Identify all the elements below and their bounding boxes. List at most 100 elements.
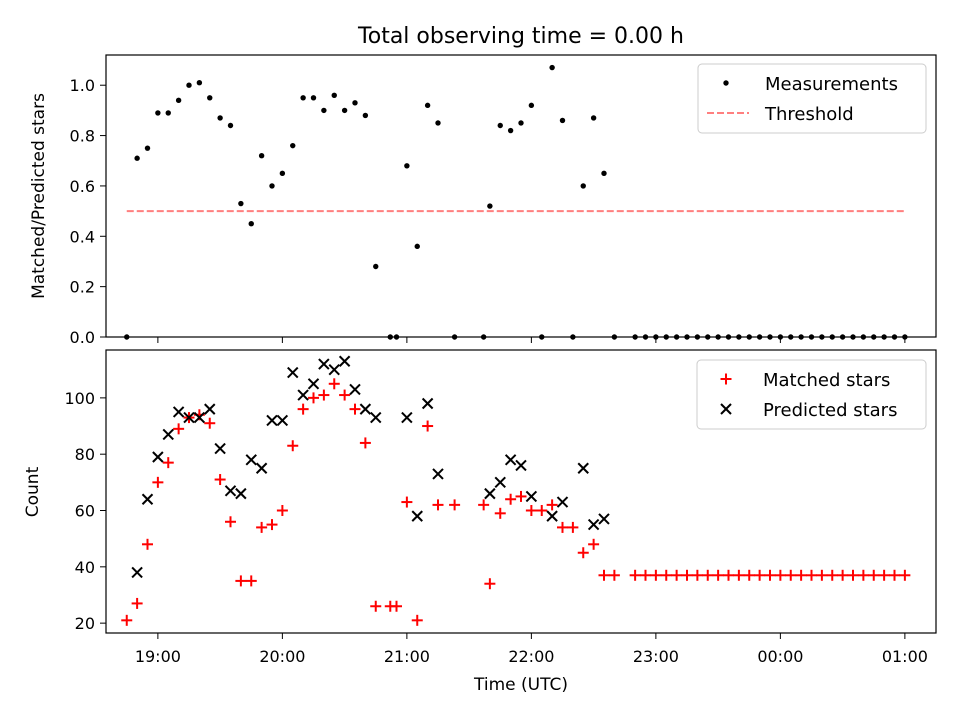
measurement-point — [373, 263, 379, 270]
measurement-point — [300, 95, 306, 101]
matched-star-marker — [173, 423, 185, 435]
bottom-plot-frame — [105, 349, 937, 634]
matched-star-marker — [691, 569, 703, 581]
matched-star-marker — [660, 569, 672, 581]
top-plot-frame — [105, 54, 937, 338]
matched-star-marker — [546, 499, 558, 511]
matched-star-marker — [449, 499, 461, 511]
matched-star-marker — [432, 499, 444, 511]
bottom-y-ticks: 20 40 60 80 100 — [64, 389, 106, 633]
matched-star-marker — [245, 575, 257, 587]
matched-star-marker — [806, 569, 817, 581]
matched-star-marker — [276, 505, 288, 517]
matched-star-marker — [121, 614, 133, 626]
bottom-y-tick-label: 40 — [75, 558, 95, 577]
predicted-star-marker — [214, 442, 226, 455]
bottom-x-ticks: 19:00 20:00 21:00 22:00 23:00 00:00 01:00 — [135, 633, 928, 666]
legend-measurements-label: Measurements — [765, 74, 898, 95]
top-y-ticks: 0.0 0.2 0.4 0.6 0.8 1.0 — [70, 76, 106, 347]
matched-star-marker — [754, 569, 766, 581]
top-y-tick-label: 0.0 — [70, 328, 95, 347]
predicted-star-marker — [318, 358, 330, 370]
measurement-point — [341, 107, 348, 114]
predicted-star-marker — [484, 487, 496, 500]
matched-star-marker — [370, 600, 382, 612]
top-y-tick-label: 0.2 — [70, 278, 95, 297]
measurement-point — [290, 142, 296, 149]
matched-star-marker — [225, 516, 236, 528]
chart-title: Total observing time = 0.00 h — [357, 24, 684, 49]
matched-star-marker — [411, 614, 423, 626]
measurement-point — [175, 97, 182, 104]
measurement-point — [414, 243, 420, 250]
measurement-point — [362, 112, 369, 119]
matched-star-marker — [764, 569, 776, 581]
matched-star-marker — [557, 521, 568, 533]
matched-star-marker — [702, 569, 714, 581]
matched-star-marker — [287, 440, 299, 452]
x-tick-label: 20:00 — [259, 647, 305, 666]
predicted-star-marker — [370, 411, 382, 424]
measurement-point — [165, 110, 171, 116]
top-y-tick-label: 1.0 — [70, 76, 95, 95]
predicted-star-marker — [349, 383, 361, 396]
measurement-point — [497, 122, 503, 129]
matched-star-marker — [629, 569, 641, 581]
measurement-point — [248, 220, 254, 227]
matched-star-marker — [359, 437, 371, 449]
legend-matched-marker — [720, 373, 732, 385]
measurement-point — [207, 95, 213, 101]
measurement-point — [487, 203, 493, 209]
predicted-star-marker — [162, 428, 174, 441]
bottom-y-tick-label: 60 — [75, 502, 95, 521]
predicted-star-marker — [577, 462, 589, 474]
matched-star-marker — [650, 569, 662, 581]
measurement-point — [352, 100, 358, 106]
measurement-point — [310, 95, 317, 101]
matched-star-marker — [308, 392, 319, 404]
measurement-point — [258, 153, 265, 159]
matched-star-marker — [204, 417, 216, 429]
measurement-point — [549, 64, 555, 71]
bottom-y-axis-label: Count — [23, 466, 43, 517]
top-y-tick-label: 0.6 — [70, 177, 95, 196]
matched-star-marker — [598, 569, 610, 581]
matched-star-marker — [712, 569, 724, 581]
bottom-y-tick-label: 80 — [75, 445, 95, 464]
top-legend-frame — [697, 63, 927, 134]
matched-star-marker — [795, 569, 807, 581]
predicted-star-marker — [556, 496, 569, 508]
predicted-star-marker — [307, 378, 320, 390]
matched-star-marker — [577, 547, 589, 559]
matched-star-marker — [422, 420, 434, 432]
predicted-star-marker — [204, 403, 216, 415]
matched-star-marker — [152, 476, 164, 488]
bottom-panel: 20 40 60 80 100 19:00 20:00 21:00 22:00 23:00 00:… — [23, 349, 937, 695]
predicted-star-marker — [411, 510, 423, 522]
legend-predicted-marker — [720, 403, 732, 415]
predicted-star-marker — [297, 389, 309, 401]
measurement-point — [196, 79, 203, 86]
predicted-star-marker — [338, 355, 351, 367]
predicted-star-marker — [546, 510, 558, 522]
predicted-star-marker — [255, 462, 268, 474]
measurement-point — [590, 115, 597, 121]
matched-star-marker — [671, 569, 683, 581]
matched-star-marker — [681, 569, 693, 581]
predicted-star-marker — [183, 411, 195, 424]
predicted-star-marker — [359, 403, 372, 415]
matched-star-marker — [847, 569, 859, 581]
matched-star-marker — [484, 578, 496, 590]
measurement-point — [331, 92, 337, 98]
measurement-point — [269, 183, 275, 189]
matched-star-marker — [256, 521, 268, 533]
matched-star-marker — [743, 569, 755, 581]
predicted-star-marker — [515, 459, 527, 472]
measurement-point — [217, 115, 223, 121]
legend-measurements-marker — [723, 80, 729, 86]
predicted-star-marker — [525, 490, 538, 503]
x-tick-label: 00:00 — [757, 647, 803, 666]
predicted-star-marker — [152, 451, 164, 463]
matched-star-marker — [878, 569, 890, 581]
